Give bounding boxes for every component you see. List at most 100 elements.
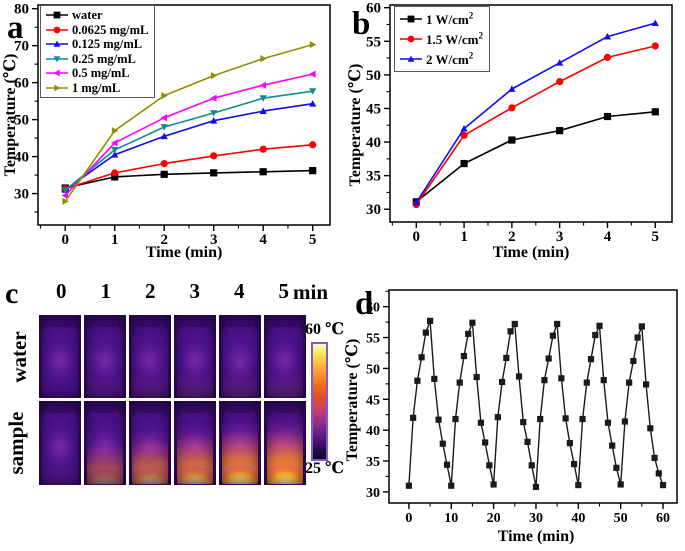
panel-a-ylabel: Temperature (℃) [2,53,19,177]
x-tick-label: 0 [405,511,412,526]
time-label-4: 4 [234,279,245,303]
square-marker [503,354,510,362]
x-tick-label: 4 [259,232,267,248]
panel-d-ylabel: Temperature (℃) [344,338,361,462]
legend-label: 0.25 mg/mL [72,51,136,66]
time-label-0: 0 [56,279,67,303]
square-marker [613,464,620,471]
series-line-1 mg/mL [64,43,313,202]
panel-c: c 0 1 2 3 4 5 min water sample 60 ℃ 25 ℃ [0,275,344,551]
y-tick-label: 70 [14,39,29,55]
panel-d-xlabel: Time (min) [497,528,575,545]
x-tick-label: 50 [614,511,628,526]
square-marker [537,415,544,423]
heat-glow [221,367,259,398]
square-marker [448,482,455,489]
legend-item-1-mg-ml: 1 mg/mL [45,81,148,96]
x-tick-label: 30 [529,511,543,526]
vial-neck [139,403,161,413]
vial-silhouette [42,411,78,485]
y-tick-label: 40 [366,424,380,439]
heat-glow [131,426,169,485]
panel-b-legend: 1 W/cm2 1.5 W/cm2 2 W/cm2 [394,6,490,72]
thermal-image-sample-3min [174,401,216,485]
triangle-up-marker [160,132,168,140]
square-marker [418,354,425,361]
legend-item-2-w-cm: 2 W/cm2 [399,49,483,69]
thermal-image-water-0min [39,315,81,398]
triangle-right-marker [62,197,69,205]
triangle-up-marker [259,107,267,114]
square-marker [494,414,501,421]
triangle-down-marker [259,95,267,102]
square-marker [508,136,516,144]
vial-neck [274,403,296,413]
square-marker [596,322,603,329]
triangle-down-marker [53,56,61,63]
vignette [39,401,81,485]
series-line-0.0625 mg/mL [64,144,313,190]
x-tick-label: 0 [61,232,69,248]
square-marker [477,419,485,426]
triangle-right-marker-icon [46,84,68,92]
vial-neck [184,317,206,327]
panel-d: 0 10 20 30 40 50 60 30 35 40 45 50 55 60 d Time (min)… [342,275,685,551]
triangle-down-marker [309,88,317,95]
square-marker [541,377,548,384]
vial-silhouette [87,325,123,398]
thermal-image-sample-5min [264,401,306,485]
circle-marker [556,77,564,86]
time-label-2: 2 [145,279,156,303]
square-marker [465,330,472,337]
vignette [129,401,171,485]
legend-label: 2 W/cm2 [426,50,474,67]
circle-marker [651,42,659,50]
square-marker [460,352,468,360]
circle-marker [407,35,415,43]
x-tick-label: 40 [571,511,585,526]
square-marker [642,381,650,388]
square-marker [431,375,438,383]
thermal-image-sample-2min [129,401,171,485]
x-tick-label: 5 [652,229,660,245]
panel-b-letter: b [352,6,371,42]
circle-marker [53,26,61,34]
square-marker [520,419,527,426]
y-tick-label: 40 [366,135,381,151]
vignette [264,315,306,398]
panel-a: 0 1 2 3 4 5 30 40 50 60 70 80 a water 0.0625 mg/mL 0.… [0,0,342,275]
x-tick-label: 2 [160,232,168,248]
circle-marker [210,152,218,160]
triangle-up-marker [412,198,420,206]
x-tick-label: 2 [508,229,516,245]
triangle-up-marker [407,55,415,62]
square-marker [621,418,629,425]
y-tick-label: 60 [366,1,381,17]
thermal-image-water-1min [84,315,126,398]
square-marker [617,481,624,488]
square-marker [554,320,561,328]
vial-silhouette [177,325,213,398]
series-line-1.5 W/cm [415,45,656,205]
square-marker [566,440,573,447]
x-tick-label: 5 [309,232,317,248]
series-line-0.125 mg/mL [64,102,313,191]
square-marker [545,355,552,362]
vignette [174,315,216,398]
y-tick-label: 35 [366,169,381,185]
legend-label: 1 W/cm2 [426,10,474,27]
legend-item-water: water [45,8,148,23]
square-marker [651,454,658,462]
circle-marker [160,160,168,168]
legend-item-1-w-cm: 1 W/cm2 [399,9,483,29]
legend-label: 0.0625 mg/mL [72,22,149,37]
thermal-image-sample-1min [84,401,126,485]
triangle-down-marker [111,147,119,154]
square-marker [651,108,659,116]
heat-glow [86,433,124,485]
vial-silhouette [42,325,78,398]
triangle-up-marker-icon [400,55,422,62]
square-marker [647,425,654,432]
vial-silhouette [132,325,168,398]
time-header: 0 1 2 3 4 5 [39,279,306,303]
